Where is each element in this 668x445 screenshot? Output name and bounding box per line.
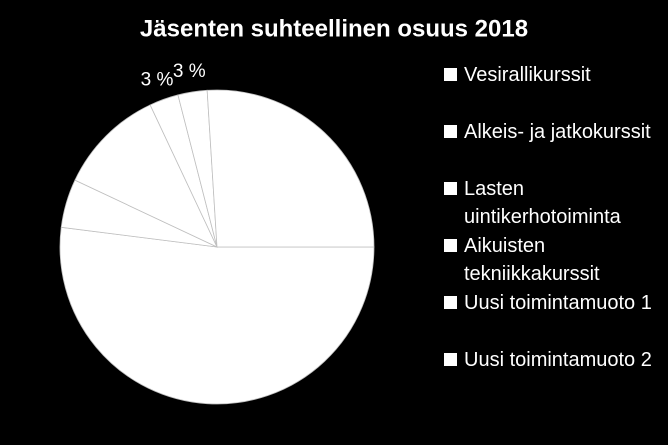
pie-slice [74, 104, 218, 248]
legend-label: Aikuisten tekniikkakurssit [464, 235, 600, 285]
legend-label: Vesirallikurssit [464, 64, 591, 86]
legend-swatch [444, 296, 457, 309]
legend-entry: Uusi toimintamuoto 1 [440, 289, 655, 346]
legend-swatch [444, 239, 457, 252]
legend-label: Uusi toimintamuoto 2 [464, 349, 652, 371]
legend-swatch [444, 182, 457, 195]
legend-swatch [444, 125, 457, 138]
pie-slice [59, 226, 375, 405]
legend-entry: Aikuisten tekniikkakurssit [440, 232, 655, 289]
pie-slice [206, 89, 375, 248]
legend-entry: Uusi toimintamuoto 2 [440, 346, 655, 403]
data-label: 3 % [173, 61, 206, 82]
legend: Vesirallikurssit Alkeis- ja jatkokurssit L… [440, 61, 655, 403]
chart-title: Jäsenten suhteellinen osuus 2018 [140, 15, 528, 42]
legend-entry: Vesirallikurssit [440, 61, 655, 118]
legend-entry: Lasten uintikerhotoiminta [440, 175, 655, 232]
legend-swatch [444, 68, 457, 81]
legend-label: Alkeis- ja jatkokurssit [464, 121, 651, 143]
legend-entry: Alkeis- ja jatkokurssit [440, 118, 655, 175]
data-label: 3 % [141, 69, 174, 90]
legend-label: Uusi toimintamuoto 1 [464, 292, 652, 314]
legend-label: Lasten uintikerhotoiminta [464, 178, 621, 228]
legend-swatch [444, 353, 457, 366]
